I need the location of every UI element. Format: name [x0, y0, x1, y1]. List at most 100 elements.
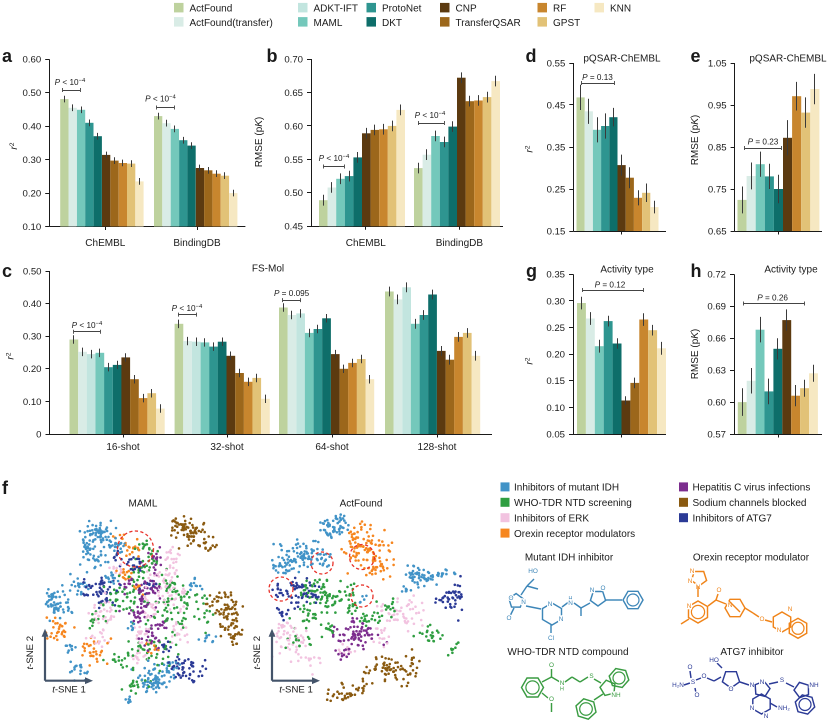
svg-text:P = 0.26: P = 0.26	[757, 294, 788, 303]
svg-text:ATG7 inhibitor: ATG7 inhibitor	[720, 647, 784, 658]
svg-text:O: O	[549, 662, 554, 669]
svg-text:0.50: 0.50	[23, 266, 42, 277]
svg-text:S: S	[589, 673, 593, 680]
svg-text:O: O	[702, 673, 707, 680]
svg-text:P = 0.12: P = 0.12	[595, 281, 626, 290]
svg-text:BindingDB: BindingDB	[436, 238, 484, 249]
svg-text:H₂N: H₂N	[672, 682, 684, 689]
svg-text:0.05: 0.05	[546, 429, 565, 440]
svg-text:O: O	[729, 686, 734, 693]
svg-text:ActFound: ActFound	[340, 499, 383, 510]
svg-text:Inhibitors of mutant IDH: Inhibitors of mutant IDH	[514, 483, 619, 494]
svg-text:Hepatitis C virus infections: Hepatitis C virus infections	[693, 483, 811, 494]
svg-text:DKT: DKT	[382, 18, 402, 29]
svg-text:O: O	[549, 696, 554, 703]
svg-text:128-shot: 128-shot	[418, 442, 457, 453]
svg-text:f: f	[2, 478, 9, 498]
svg-text:P < 10−4: P < 10−4	[72, 321, 103, 330]
svg-text:r2: r2	[525, 357, 536, 364]
svg-text:P < 10−4: P < 10−4	[145, 95, 176, 104]
svg-text:0.35: 0.35	[547, 142, 566, 153]
svg-text:MAML: MAML	[129, 499, 158, 510]
svg-text:ADKT-IFT: ADKT-IFT	[314, 4, 358, 15]
svg-text:N: N	[559, 616, 564, 623]
svg-text:0.72: 0.72	[707, 270, 726, 281]
svg-text:N: N	[521, 599, 526, 606]
svg-text:pQSAR-ChEMBL: pQSAR-ChEMBL	[583, 54, 661, 65]
svg-text:0.55: 0.55	[547, 58, 566, 69]
svg-text:r2: r2	[525, 145, 536, 152]
svg-text:H: H	[560, 687, 564, 693]
svg-text:0.50: 0.50	[23, 88, 42, 99]
svg-text:O: O	[688, 664, 693, 671]
svg-text:0.40: 0.40	[23, 122, 42, 133]
svg-text:N: N	[560, 680, 565, 687]
svg-text:r2: r2	[6, 352, 17, 359]
svg-text:Activity type: Activity type	[600, 265, 654, 276]
svg-text:RMSE (pK): RMSE (pK)	[254, 117, 265, 168]
svg-text:WHO-TDR NTD screening: WHO-TDR NTD screening	[514, 498, 632, 509]
svg-text:0.66: 0.66	[707, 334, 726, 345]
svg-text:N: N	[777, 627, 782, 634]
svg-text:0.20: 0.20	[23, 189, 42, 200]
svg-text:e: e	[691, 46, 701, 66]
svg-text:d: d	[526, 46, 537, 66]
svg-text:t-SNE 1: t-SNE 1	[279, 685, 313, 696]
svg-text:0: 0	[36, 429, 41, 440]
svg-text:Inhibitors of ERK: Inhibitors of ERK	[514, 513, 589, 524]
svg-text:ActFound: ActFound	[190, 4, 233, 15]
svg-text:t-SNE 2: t-SNE 2	[25, 636, 36, 670]
svg-text:O: O	[695, 692, 700, 699]
svg-text:h: h	[691, 261, 702, 281]
svg-text:64-shot: 64-shot	[315, 442, 349, 453]
svg-text:0.55: 0.55	[284, 155, 303, 166]
svg-text:N: N	[688, 578, 693, 585]
svg-text:NH₂: NH₂	[778, 705, 790, 712]
svg-text:Orexin receptor modulator: Orexin receptor modulator	[693, 553, 810, 564]
svg-text:0.15: 0.15	[547, 226, 566, 237]
svg-text:0.60: 0.60	[23, 55, 42, 66]
svg-text:P = 0.23: P = 0.23	[748, 138, 779, 147]
svg-text:0.45: 0.45	[547, 100, 566, 111]
svg-text:CNP: CNP	[456, 4, 477, 15]
svg-text:1.05: 1.05	[708, 58, 727, 69]
svg-text:HO: HO	[709, 657, 719, 664]
svg-text:0.63: 0.63	[707, 366, 726, 377]
svg-text:0.25: 0.25	[547, 184, 566, 195]
svg-text:N: N	[788, 606, 793, 613]
svg-text:ChEMBL: ChEMBL	[85, 238, 125, 249]
svg-text:N: N	[728, 602, 733, 609]
svg-text:NH: NH	[809, 682, 819, 689]
svg-text:MAML: MAML	[314, 18, 343, 29]
svg-text:0.30: 0.30	[23, 332, 42, 343]
svg-text:0.65: 0.65	[284, 88, 303, 99]
svg-text:BindingDB: BindingDB	[173, 238, 221, 249]
svg-text:0.95: 0.95	[708, 100, 727, 111]
svg-text:P < 10−4: P < 10−4	[55, 78, 86, 87]
svg-text:0.45: 0.45	[284, 222, 303, 233]
svg-text:t-SNE 1: t-SNE 1	[52, 685, 86, 696]
svg-text:S: S	[691, 679, 695, 686]
svg-text:pQSAR-ChEMBL: pQSAR-ChEMBL	[749, 54, 827, 65]
svg-text:0.40: 0.40	[23, 299, 42, 310]
svg-text:WHO-TDR NTD compound: WHO-TDR NTD compound	[507, 647, 628, 658]
svg-text:GPST: GPST	[553, 18, 580, 29]
svg-text:0.25: 0.25	[546, 323, 565, 334]
svg-text:N: N	[764, 713, 769, 720]
svg-text:N: N	[750, 705, 755, 712]
svg-text:P = 0.095: P = 0.095	[274, 289, 310, 298]
svg-text:ActFound(transfer): ActFound(transfer)	[190, 18, 273, 29]
svg-text:0.20: 0.20	[546, 350, 565, 361]
svg-text:0.65: 0.65	[708, 226, 727, 237]
svg-text:O: O	[717, 587, 722, 594]
svg-text:0.10: 0.10	[546, 403, 565, 414]
svg-text:0.10: 0.10	[23, 222, 42, 233]
svg-text:RF: RF	[553, 4, 566, 15]
svg-text:FS-Mol: FS-Mol	[252, 264, 284, 275]
svg-text:0.70: 0.70	[284, 54, 303, 65]
svg-text:ProtoNet: ProtoNet	[382, 4, 422, 15]
svg-text:N: N	[548, 601, 553, 608]
svg-text:RMSE (pK): RMSE (pK)	[690, 115, 701, 166]
svg-text:b: b	[267, 46, 278, 66]
svg-text:0.30: 0.30	[546, 296, 565, 307]
